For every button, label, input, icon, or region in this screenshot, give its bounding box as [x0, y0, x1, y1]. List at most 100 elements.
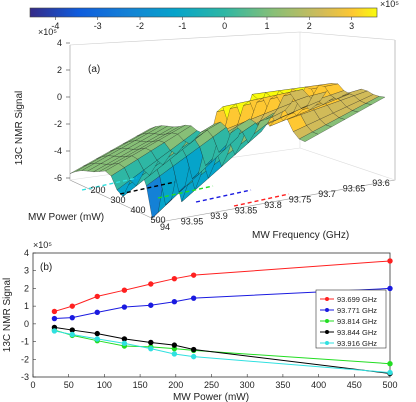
colorbar-ticks: -4 -3 -2 -1 0 1 2 3	[51, 17, 354, 31]
floor-projection-line	[119, 181, 176, 195]
legend-label: 93.771 GHz	[337, 306, 377, 315]
legend-swatch-marker	[325, 308, 329, 312]
surface-z-ticks: -6 -4 -2 0 2 4	[54, 38, 70, 183]
line-y-tick-label: 0	[24, 319, 29, 329]
line-y-tick-label: -3	[21, 372, 29, 382]
colorbar-tick-label: 1	[264, 21, 269, 31]
surface-y-label: MW Frequency (GHz)	[252, 230, 349, 241]
series-point	[387, 258, 393, 264]
series-point	[69, 303, 75, 309]
surface-z-tick-label: 4	[57, 38, 62, 48]
surface-z-tick-label: 2	[57, 65, 62, 75]
line-y-label: 13C NMR Signal	[2, 278, 13, 352]
surface-z-tick-label: -6	[54, 173, 62, 183]
legend-swatch-marker	[325, 319, 329, 323]
legend-swatch-marker	[325, 341, 329, 345]
series-point	[69, 327, 75, 333]
floor-projection-line	[233, 193, 290, 207]
legend-label: 93.916 GHz	[337, 339, 377, 348]
colorbar-tick-label: -2	[136, 21, 144, 31]
line-y-tick-label: 3	[24, 266, 29, 276]
legend: 93.699 GHz 93.771 GHz 93.814 GHz 93.844 GHz…	[315, 289, 387, 349]
line-plot-ticks: 0 50 100 150 200 250 300 350 400 450 500 -3 -2 -1 0 1 2 3…	[21, 248, 398, 390]
series-point	[171, 351, 178, 357]
surface-y-tick-label: 93.8	[264, 200, 282, 210]
line-y-tick-label: 2	[24, 283, 29, 293]
colorbar-tick-label: -4	[51, 21, 59, 31]
surface-y-tick-label: 94	[160, 222, 170, 232]
line-x-tick-label: 300	[240, 380, 255, 390]
line-x-tick-label: 500	[382, 380, 397, 390]
line-x-tick-label: 100	[97, 380, 112, 390]
line-x-tick-label: 0	[30, 380, 35, 390]
line-plot-series	[51, 258, 393, 377]
line-y-tick-label: 1	[24, 301, 29, 311]
series-point	[69, 314, 75, 321]
line-panel: 0 50 100 150 200 250 300 350 400 450 500 -3 -2 -1 0 1 2 3…	[2, 240, 398, 402]
series-line	[54, 326, 391, 374]
colorbar-tick-label: 3	[349, 21, 354, 31]
legend-label: 93.844 GHz	[337, 328, 377, 337]
colorbar-gradient	[29, 7, 378, 18]
series-point	[121, 304, 128, 310]
surface-z-label: 13C NMR Signal	[14, 91, 25, 165]
surface-y-ticks: 94 93.95 93.9 93.85 93.8 93.75 93.7 93.65 93.6	[160, 178, 390, 232]
series-point	[171, 275, 178, 282]
surface-mesh	[69, 83, 386, 219]
series-point	[94, 330, 100, 337]
line-y-tick-label: -1	[21, 337, 29, 347]
colorbar-tick-label: 0	[222, 21, 227, 31]
line-y-exponent: ×10⁵	[33, 240, 52, 250]
series-line	[54, 260, 391, 312]
series-point	[51, 308, 58, 315]
line-panel-label: (b)	[40, 262, 52, 273]
series-point	[387, 285, 393, 292]
floor-projections	[81, 177, 290, 207]
line-x-tick-label: 250	[204, 380, 219, 390]
series-point	[190, 272, 197, 278]
colorbar: -4 -3 -2 -1 0 1 2 3 ×10⁵	[29, 0, 399, 31]
colorbar-tick-label: 2	[307, 21, 312, 31]
series-point	[94, 336, 100, 342]
legend-label: 93.699 GHz	[337, 295, 377, 304]
line-x-tick-label: 200	[168, 380, 183, 390]
floor-projection-line	[81, 177, 138, 191]
surface-panel-label: (a)	[88, 64, 100, 75]
surface-z-exponent: ×10⁵	[38, 27, 57, 37]
series-point	[121, 340, 128, 347]
surface-x-label: MW Power (mW)	[28, 212, 104, 223]
series-point	[190, 295, 197, 301]
surface-y-tick-label: 93.7	[318, 189, 336, 199]
line-x-tick-label: 450	[347, 380, 362, 390]
line-y-tick-label: 4	[24, 248, 29, 258]
series-point	[148, 339, 154, 346]
surface-y-tick-label: 93.6	[372, 178, 390, 188]
series-point	[121, 336, 128, 342]
line-x-tick-label: 400	[311, 380, 326, 390]
floor-projection-line	[157, 185, 214, 199]
series-point	[171, 342, 178, 348]
surface-x-ticks: 200 300 400 500	[90, 185, 165, 225]
series-point	[387, 369, 393, 376]
surface-panel: (a) -6 -4 -2 0 2 4 ×10⁵ 13C NMR Signal 200 300…	[14, 27, 396, 241]
line-x-tick-label: 350	[275, 380, 290, 390]
series-point	[51, 315, 58, 322]
series-line	[54, 330, 391, 374]
series-point	[148, 281, 154, 287]
surface-patch	[365, 96, 386, 105]
surface-z-tick-label: 0	[57, 92, 62, 102]
surface-z-tick-label: -4	[54, 146, 62, 156]
series-point	[121, 287, 128, 293]
surface-y-tick-label: 93.95	[181, 217, 204, 227]
surface-x-tick-label: 500	[150, 215, 165, 225]
surface-y-tick-label: 93.65	[343, 184, 366, 194]
series-point	[69, 331, 75, 338]
series-point	[148, 345, 154, 352]
line-x-tick-label: 50	[64, 380, 74, 390]
series-point	[148, 302, 154, 308]
surface-x-tick-label: 400	[130, 205, 145, 215]
series-point	[190, 353, 197, 360]
series-point	[190, 346, 197, 353]
series-point	[94, 309, 100, 316]
